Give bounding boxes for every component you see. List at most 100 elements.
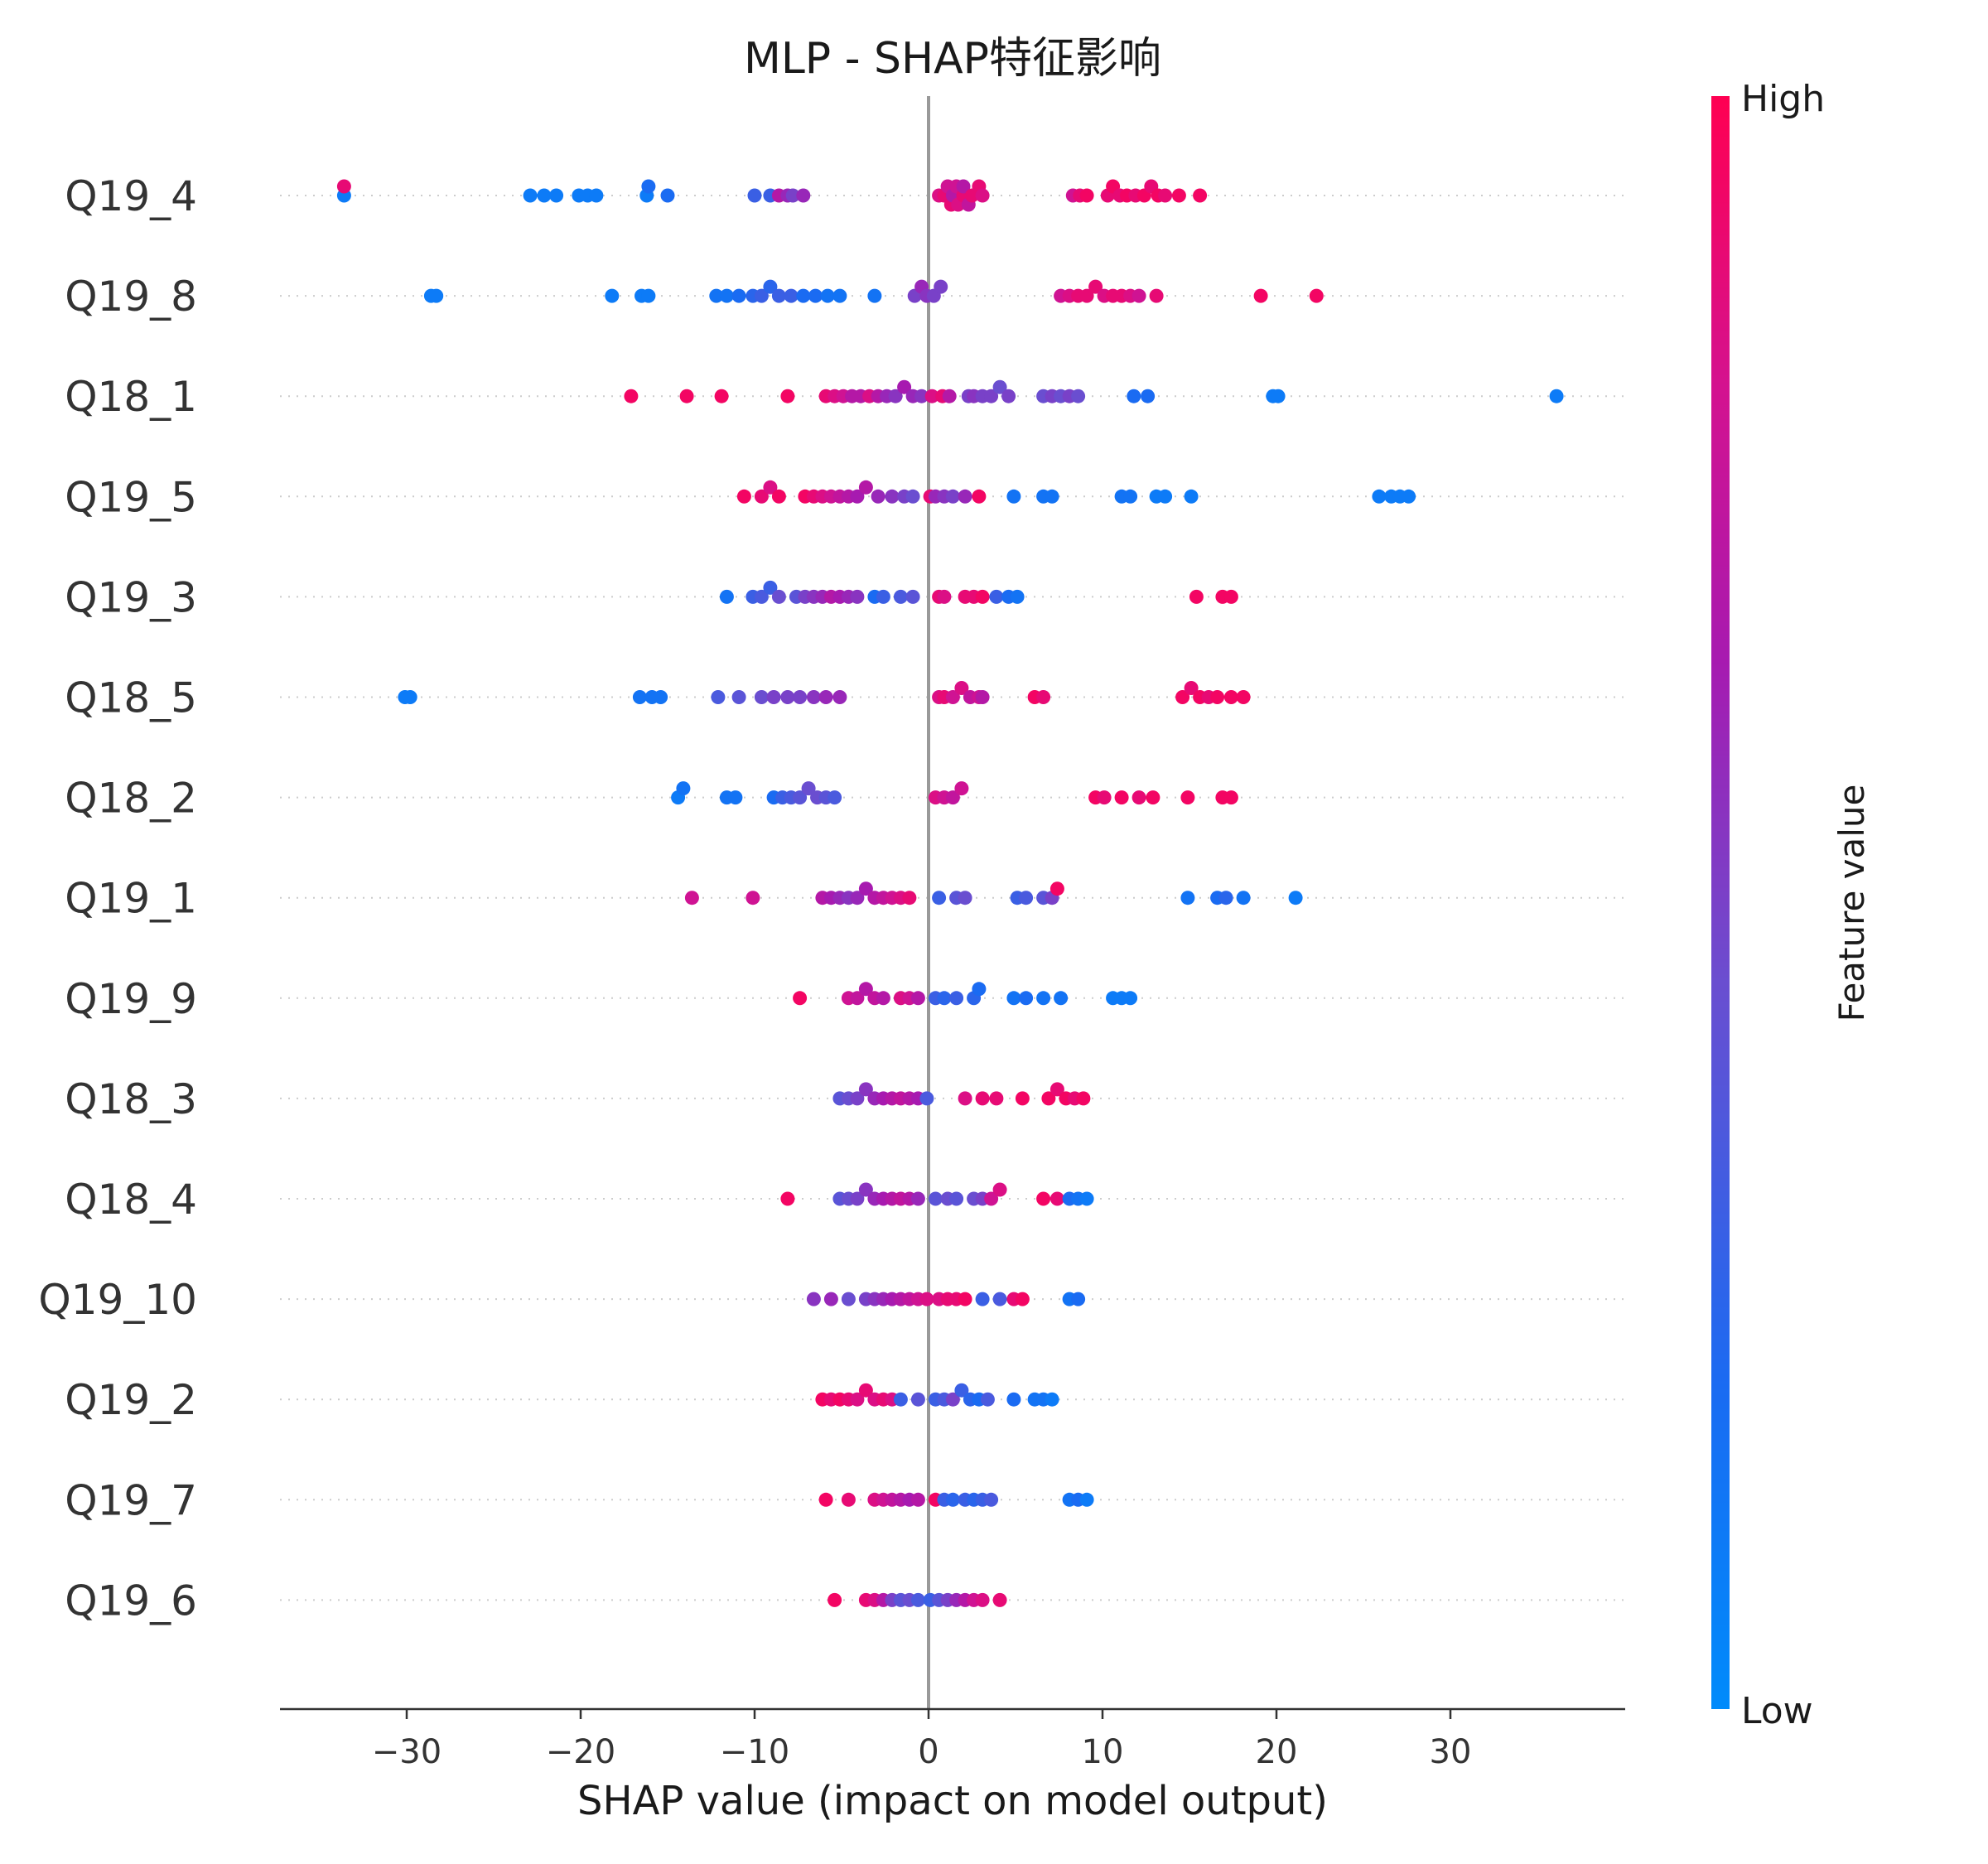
shap-point (796, 288, 811, 303)
shap-point (1158, 188, 1173, 203)
shap-point (992, 1592, 1007, 1607)
shap-point (1223, 690, 1238, 704)
shap-point (945, 690, 960, 704)
shap-point (958, 1292, 972, 1306)
shap-point (1123, 991, 1138, 1006)
shap-point (1045, 489, 1059, 504)
shap-point (1171, 188, 1186, 203)
shap-point (766, 690, 781, 704)
shap-point (945, 1392, 960, 1407)
feature-label: Q19_10 (38, 1276, 197, 1324)
shap-point (850, 489, 865, 504)
x-axis-label: SHAP value (impact on model output) (577, 1778, 1328, 1824)
shap-point (763, 580, 778, 595)
shap-point (1006, 489, 1021, 504)
shap-point (806, 1292, 821, 1306)
shap-point (1049, 1082, 1064, 1097)
shap-point (632, 690, 647, 704)
shap-point (1088, 279, 1103, 294)
shap-point (1132, 790, 1146, 805)
shap-point (1132, 288, 1146, 303)
shap-point (780, 690, 795, 704)
shap-point (1218, 891, 1233, 905)
shap-point (1193, 188, 1208, 203)
shap-point (1019, 891, 1034, 905)
shap-point (1149, 288, 1164, 303)
shap-point (711, 690, 726, 704)
shap-point (934, 279, 948, 294)
shap-point (1097, 790, 1112, 805)
shap-point (924, 389, 939, 403)
shap-point (954, 1383, 969, 1398)
shap-point (1054, 991, 1069, 1006)
shap-point (1175, 690, 1190, 704)
shap-point (763, 279, 778, 294)
shap-point (820, 288, 835, 303)
shap-point (832, 690, 847, 704)
x-tick-label: −10 (720, 1733, 789, 1771)
shap-point (1076, 1091, 1091, 1106)
shap-point (823, 1292, 838, 1306)
shap-point (949, 1191, 964, 1206)
shap-point (746, 891, 760, 905)
shap-point (1184, 489, 1199, 504)
shap-point (1309, 288, 1324, 303)
colorbar-high-label: High (1741, 78, 1825, 120)
shap-point (914, 389, 929, 403)
shap-point (867, 288, 882, 303)
shap-point (1079, 188, 1094, 203)
shap-point (1223, 589, 1238, 604)
shap-point (1045, 1392, 1059, 1407)
shap-point (958, 489, 972, 504)
colorbar-low-label: Low (1741, 1690, 1813, 1732)
shap-point (1019, 991, 1034, 1006)
shap-point (771, 288, 786, 303)
shap-point (858, 982, 873, 997)
shap-point (784, 288, 799, 303)
feature-label: Q19_1 (65, 875, 197, 923)
shap-point (832, 288, 847, 303)
shap-point (975, 188, 990, 203)
shap-point (679, 389, 694, 403)
shap-point (754, 489, 769, 504)
shap-point (818, 690, 833, 704)
shap-point (1010, 589, 1025, 604)
shap-point (1189, 589, 1204, 604)
shap-point (919, 1091, 934, 1106)
shap-point (972, 489, 987, 504)
shap-point (771, 589, 786, 604)
shap-point (828, 1592, 842, 1607)
shap-point (975, 589, 990, 604)
shap-point (850, 1392, 865, 1407)
shap-point (910, 1191, 925, 1206)
x-tick-label: −20 (546, 1733, 615, 1771)
shap-point (709, 288, 724, 303)
x-tick-label: 0 (918, 1733, 939, 1771)
shap-point (1079, 1492, 1094, 1507)
shap-point (850, 991, 865, 1006)
shap-point (1006, 991, 1021, 1006)
shap-point (932, 891, 947, 905)
shap-point (858, 1383, 873, 1398)
shap-point (954, 681, 969, 695)
shap-point (754, 288, 769, 303)
shap-point (747, 188, 762, 203)
feature-label: Q19_8 (65, 273, 197, 321)
shap-point (828, 790, 842, 805)
shap-point (1015, 1292, 1030, 1306)
shap-point (858, 1082, 873, 1097)
x-tick-label: 30 (1430, 1733, 1472, 1771)
shap-point (958, 1091, 972, 1106)
x-tick-label: 10 (1082, 1733, 1124, 1771)
shap-point (850, 1091, 865, 1106)
shap-point (937, 589, 952, 604)
shap-point (1236, 690, 1251, 704)
shap-point (1180, 790, 1195, 805)
shap-point (841, 1292, 856, 1306)
shap-point (731, 690, 746, 704)
shap-point (1001, 389, 1016, 403)
shap-point (1036, 991, 1051, 1006)
shap-point (841, 1492, 856, 1507)
shap-point (910, 1592, 925, 1607)
